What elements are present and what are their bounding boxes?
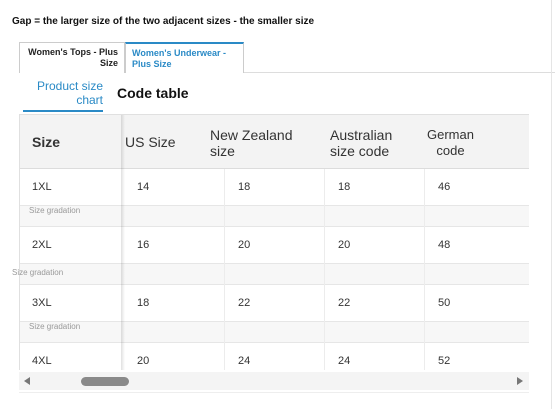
cell-us-size: 20 bbox=[137, 355, 150, 367]
table-row: 2XL 16 20 20 48 bbox=[20, 227, 529, 264]
cell-size: 4XL bbox=[32, 355, 52, 367]
cell-size: 2XL bbox=[32, 239, 52, 251]
panel-bottom-border bbox=[19, 392, 529, 393]
sticky-column-shadow bbox=[121, 115, 125, 370]
tab-code-table[interactable]: Code table bbox=[117, 85, 189, 101]
table-row: 4XL 20 24 24 52 bbox=[20, 343, 529, 370]
table-row: 3XL 18 22 22 50 bbox=[20, 285, 529, 322]
cell-au-size: 22 bbox=[338, 297, 351, 309]
gradation-label-overflow: Size gradation bbox=[12, 268, 64, 277]
header-australian-size-code: Australian size code bbox=[330, 127, 393, 159]
column-divider bbox=[324, 169, 325, 370]
cell-au-size: 20 bbox=[338, 239, 351, 251]
gap-formula-note: Gap = the larger size of the two adjacen… bbox=[12, 16, 315, 27]
header-german-code: German code bbox=[427, 127, 474, 158]
cell-size: 3XL bbox=[32, 297, 52, 309]
chart-type-tabs: Product size chart Code table bbox=[19, 79, 529, 115]
scrollbar-thumb[interactable] bbox=[81, 377, 129, 386]
tab-product-size-chart[interactable]: Product size chart bbox=[23, 79, 103, 112]
table-row: 1XL 14 18 18 46 bbox=[20, 169, 529, 206]
scroll-left-arrow-icon[interactable] bbox=[24, 377, 30, 385]
cell-de-code: 52 bbox=[438, 355, 451, 367]
gradation-label: Size gradation bbox=[29, 322, 81, 331]
cell-us-size: 18 bbox=[137, 297, 150, 309]
cell-size: 1XL bbox=[32, 181, 52, 193]
horizontal-scrollbar[interactable] bbox=[19, 372, 529, 390]
table-header: Size US Size New Zealand size Australian… bbox=[20, 115, 529, 169]
cell-au-size: 24 bbox=[338, 355, 351, 367]
tab-womens-tops-plus-size[interactable]: Women's Tops - Plus Size bbox=[19, 42, 125, 73]
cell-nz-size: 24 bbox=[238, 355, 251, 367]
cell-nz-size: 22 bbox=[238, 297, 251, 309]
cell-de-code: 46 bbox=[438, 181, 451, 193]
cell-au-size: 18 bbox=[338, 181, 351, 193]
header-size: Size bbox=[32, 134, 61, 150]
cell-de-code: 50 bbox=[438, 297, 451, 309]
cell-us-size: 16 bbox=[137, 239, 150, 251]
scroll-right-arrow-icon[interactable] bbox=[517, 377, 523, 385]
column-divider bbox=[224, 169, 225, 370]
tab-womens-underwear-plus-size[interactable]: Women's Underwear - Plus Size bbox=[125, 42, 244, 73]
column-divider bbox=[424, 169, 425, 370]
window-right-edge bbox=[551, 0, 556, 409]
cell-us-size: 14 bbox=[137, 181, 150, 193]
cell-nz-size: 20 bbox=[238, 239, 251, 251]
gradation-row: Size gradation bbox=[20, 322, 529, 343]
size-table: Size US Size New Zealand size Australian… bbox=[19, 114, 529, 370]
cell-nz-size: 18 bbox=[238, 181, 251, 193]
cell-de-code: 48 bbox=[438, 239, 451, 251]
gradation-row: Size gradation bbox=[20, 206, 529, 227]
product-category-tabs: Women's Tops - Plus Size Women's Underwe… bbox=[19, 42, 555, 73]
header-us-size: US Size bbox=[125, 134, 176, 150]
gradation-label: Size gradation bbox=[29, 206, 81, 215]
header-new-zealand-size: New Zealand size bbox=[210, 127, 293, 159]
gradation-row bbox=[20, 264, 529, 285]
